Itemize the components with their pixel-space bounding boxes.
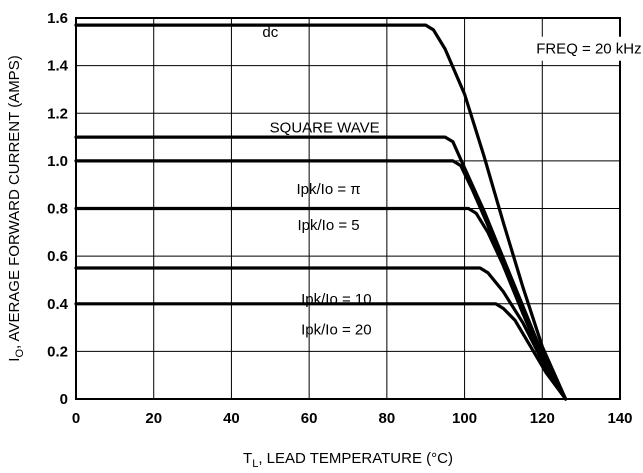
x-axis-title-rest: , LEAD TEMPERATURE (°C)	[258, 450, 453, 467]
y-tick-label: 1.2	[47, 105, 68, 122]
series-label: dc	[262, 24, 278, 41]
series-label: SQUARE WAVE	[270, 119, 380, 136]
series-label: Ipk/Io = 10	[301, 291, 371, 308]
y-tick-label: 0	[60, 391, 68, 408]
x-tick-label: 80	[379, 410, 396, 427]
y-tick-label: 1.6	[47, 10, 68, 27]
y-tick-label: 0.6	[47, 248, 68, 265]
y-tick-label: 1.4	[47, 58, 69, 75]
y-axis-title-rest: , AVERAGE FORWARD CURRENT (AMPS)	[6, 55, 23, 349]
series-label: Ipk/Io = 20	[301, 322, 371, 339]
x-tick-label: 40	[223, 410, 240, 427]
y-tick-label: 0.4	[47, 296, 69, 313]
x-tick-label: 60	[301, 410, 318, 427]
series-label: Ipk/Io = 5	[298, 217, 360, 234]
y-tick-label: 0.2	[47, 343, 68, 360]
x-tick-label: 0	[72, 410, 80, 427]
x-tick-label: 140	[607, 410, 632, 427]
x-tick-label: 100	[452, 410, 477, 427]
y-tick-label: 1.0	[47, 153, 68, 170]
y-tick-label: 0.8	[47, 201, 68, 218]
x-tick-label: 20	[145, 410, 162, 427]
x-axis-title-main: T	[243, 450, 252, 467]
x-tick-label: 120	[530, 410, 555, 427]
series-label: Ipk/Io = π	[297, 181, 361, 198]
frequency-annotation: FREQ = 20 kHz	[536, 41, 641, 58]
